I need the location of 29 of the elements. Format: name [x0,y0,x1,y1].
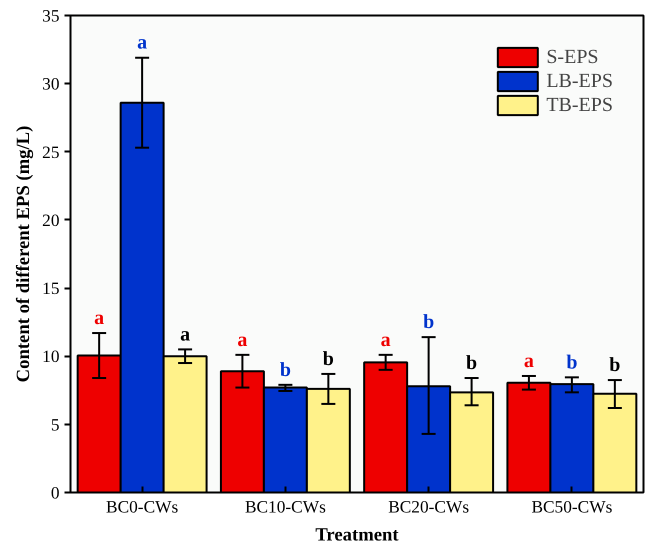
annotation: b [566,351,578,374]
y-tick-label: 30 [42,74,60,94]
annotation: a [94,307,104,330]
annotation: b [423,311,434,334]
legend-label: TB-EPS [546,94,613,116]
y-tick-label: 20 [42,210,60,230]
annotation: a [180,323,190,346]
y-tick-label: 15 [42,279,60,298]
x-tick-label: BC0-CWs [106,498,178,516]
y-tick-label: 35 [42,6,60,26]
y-tick-label: 0 [50,484,60,502]
y-tick-label: 5 [50,415,60,434]
legend-label: LB-EPS [546,70,613,92]
annotation: a [380,328,391,351]
y-tick-label: 10 [42,347,60,366]
y-tick-label: 25 [42,142,60,162]
annotation: a [137,32,148,54]
x-axis-title: Treatment [315,524,400,546]
y-axis-title: Content of different EPS (mg/L) [13,126,34,382]
annotation: a [237,328,248,351]
annotation: b [280,358,291,381]
annotation: b [609,354,620,376]
annotation: b [322,348,334,370]
x-tick-label: BC50-CWs [531,498,613,516]
legend-label: S-EPS [546,46,599,68]
x-tick-label: BC10-CWs [244,498,326,516]
annotation: b [466,352,478,374]
x-tick-label: BC20-CWs [388,498,470,516]
annotation: a [524,350,534,372]
